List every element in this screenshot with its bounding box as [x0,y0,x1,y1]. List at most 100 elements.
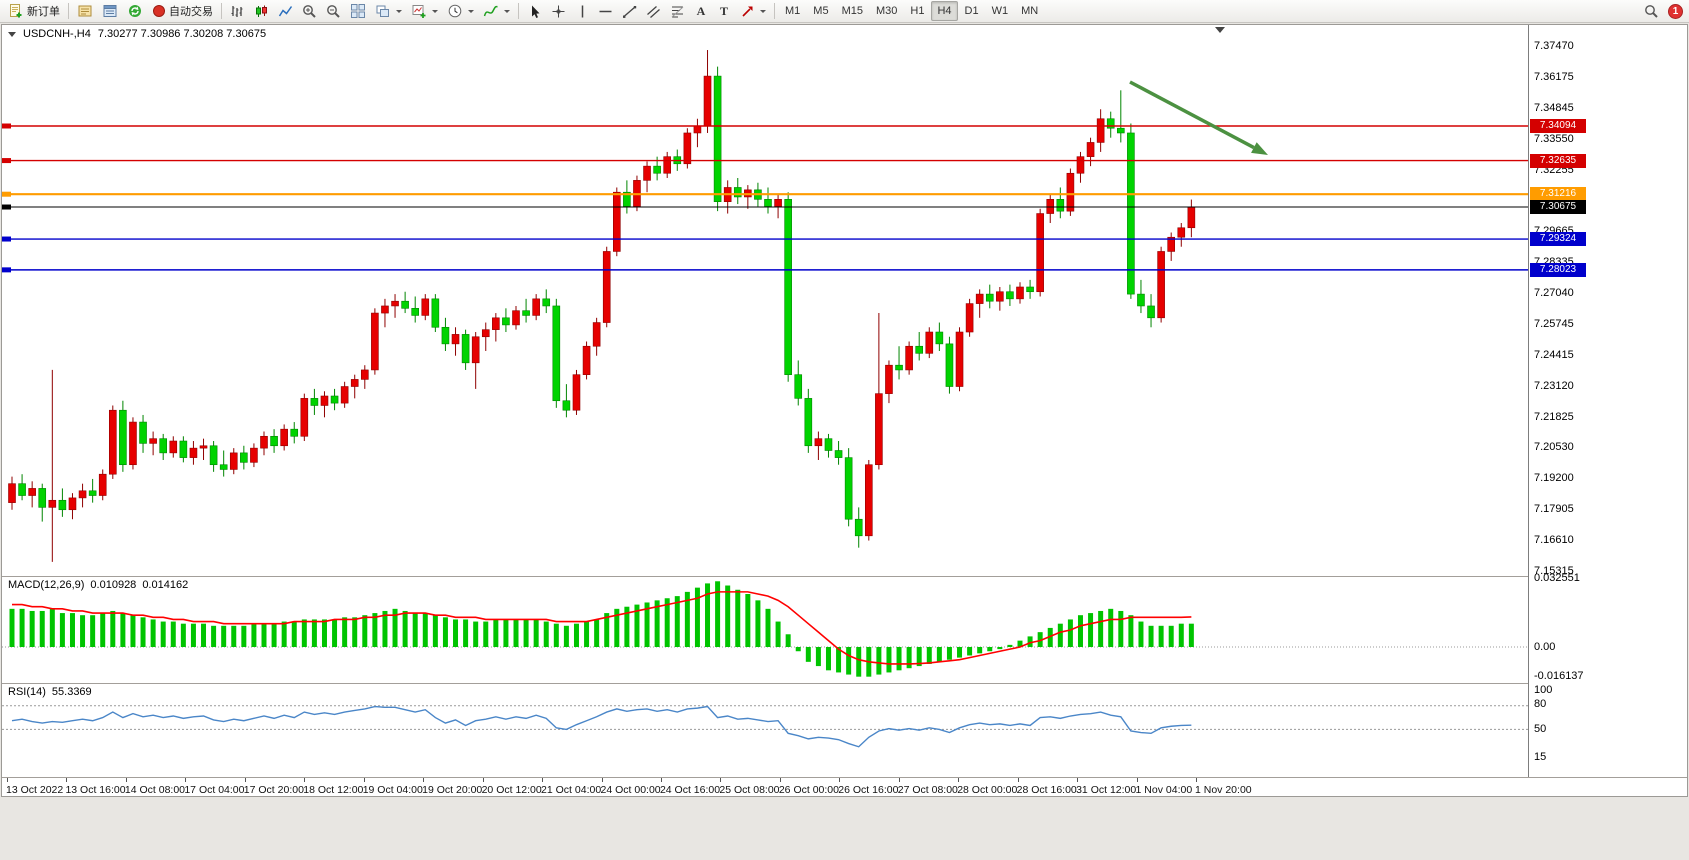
time-tick [958,778,960,782]
time-axis[interactable]: 13 Oct 2022 13 Oct 16:00 14 Oct 08:00 17 Oc… [2,778,1687,796]
vertical-line-button[interactable] [571,1,593,21]
price-axis-label: 7.25745 [1534,317,1574,330]
time-axis-label: 17 Oct 20:00 [243,784,304,796]
rsi-canvas[interactable] [2,684,1528,776]
time-tick [779,778,781,782]
market-watch-icon [103,5,117,17]
clock-icon [448,4,462,18]
fibonacci-icon [671,6,684,17]
zoom-out-button[interactable] [322,1,345,21]
new-order-button[interactable]: 新订单 [4,1,64,21]
time-axis-label: 13 Oct 16:00 [65,784,126,796]
price-axis-label: 7.19200 [1534,472,1574,485]
time-tick [1136,778,1138,782]
timeframe-m15-button[interactable]: M15 [836,1,869,21]
time-tick [185,778,187,782]
toolbar-right: 1 [1640,1,1685,21]
price-tag: 7.29324 [1530,232,1586,247]
arrows-button[interactable] [736,1,770,21]
auto-trading-button[interactable]: 自动交易 [148,1,217,21]
chart-canvas[interactable] [2,25,1528,576]
text-label-button[interactable]: T [713,1,735,21]
new-chart-icon [412,5,426,18]
price-axis-label: 7.20530 [1534,441,1574,454]
time-axis-label: 24 Oct 00:00 [600,784,661,796]
price-tag: 7.31216 [1530,187,1586,202]
time-axis-label: 26 Oct 00:00 [778,784,839,796]
price-tag: 7.32635 [1530,153,1586,168]
time-axis-label: 19 Oct 20:00 [422,784,483,796]
time-axis-label: 19 Oct 04:00 [362,784,423,796]
timeframe-h1-button[interactable]: H1 [904,1,930,21]
trendline-button[interactable] [618,1,641,21]
chart-symbol: USDCNH-,H4 [23,28,91,40]
new-chart-button[interactable] [407,1,442,21]
macd-axis-label: -0.016137 [1534,670,1584,682]
profile-icon [78,5,92,17]
price-axis-label: 7.24415 [1534,348,1574,361]
arrange-charts-button[interactable] [371,1,406,21]
candlestick-chart-icon [256,5,267,17]
time-tick [660,778,662,782]
cursor-button[interactable] [523,1,546,21]
time-axis-label: 21 Oct 04:00 [541,784,602,796]
market-watch-button[interactable] [98,1,122,21]
line-chart-button[interactable] [274,1,297,21]
tile-windows-button[interactable] [346,1,370,21]
time-axis-label: 24 Oct 16:00 [659,784,721,796]
panel-separator[interactable] [2,683,1687,684]
timeframe-w1-button[interactable]: W1 [986,1,1015,21]
timeframe-m30-button[interactable]: M30 [870,1,903,21]
collapse-triangle-icon[interactable] [8,31,16,37]
channel-icon [647,5,660,18]
time-tick [304,778,306,782]
chart-ohlc: 7.30277 7.30986 7.30208 7.30675 [97,28,267,40]
timeframe-d1-button[interactable]: D1 [959,1,985,21]
timeframe-h4-button[interactable]: H4 [931,1,958,21]
price-axis-label: 7.36175 [1534,70,1574,83]
macd-canvas[interactable] [2,577,1528,682]
bar-chart-button[interactable] [226,1,249,21]
search-button[interactable] [1640,1,1663,21]
panel-separator[interactable] [2,576,1687,577]
vertical-line-icon [581,5,583,17]
timeframe-mn-button[interactable]: MN [1015,1,1044,21]
text-icon: A [696,3,706,18]
arrow-tool-icon [742,6,753,17]
price-axis[interactable]: 7.374707.361757.348457.335507.322557.309… [1528,25,1687,777]
chart-title: USDCNH-,H4 7.30277 7.30986 7.30208 7.306… [8,28,266,40]
time-tick [1196,778,1197,782]
timeframe-m5-button[interactable]: M5 [807,1,834,21]
text-label-icon: T [719,3,728,18]
toolbar-separator [68,3,69,19]
refresh-button[interactable] [123,1,147,21]
price-axis-label: 7.21825 [1534,410,1574,423]
line-chart-icon [278,5,293,16]
timeframe-m1-button[interactable]: M1 [779,1,806,21]
time-axis-label: 31 Oct 12:00 [1076,784,1137,796]
zoom-in-button[interactable] [298,1,321,21]
new-order-label: 新订单 [27,6,60,18]
price-axis-label: 7.17905 [1534,503,1574,516]
text-button[interactable]: A [690,1,712,21]
time-tick [898,778,900,782]
horizontal-line-button[interactable] [594,1,617,21]
rsi-name: RSI(14) [8,686,46,698]
crosshair-button[interactable] [547,1,570,21]
rsi-axis-label: 50 [1534,723,1547,735]
refresh-icon [129,5,141,17]
toolbar-separator [221,3,222,19]
time-axis-label: 27 Oct 08:00 [897,784,958,796]
channel-button[interactable] [642,1,665,21]
price-axis-label: 7.37470 [1534,40,1574,52]
notification-badge[interactable]: 1 [1668,3,1683,19]
fibonacci-button[interactable] [666,1,689,21]
price-axis-label: 7.34845 [1534,101,1574,114]
time-tick [482,778,484,782]
indicators-button[interactable] [479,1,514,21]
profile-button[interactable] [73,1,97,21]
price-axis-label: 7.33550 [1534,132,1574,145]
periods-button[interactable] [443,1,478,21]
price-axis-label: 7.16610 [1534,534,1574,547]
candlestick-chart-button[interactable] [250,1,273,21]
